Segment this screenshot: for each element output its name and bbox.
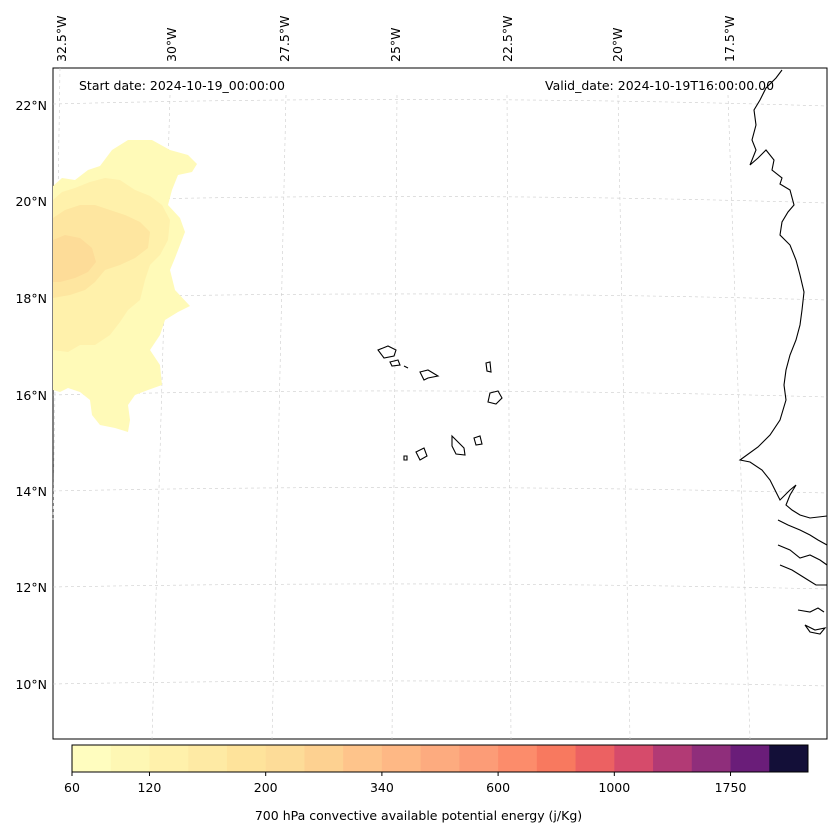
lat-label-20n: 20°N bbox=[15, 194, 47, 209]
colorbar-tick-label-600: 600 bbox=[486, 780, 510, 795]
colorbar-outline bbox=[71, 744, 809, 773]
colorbar-segment-2100 bbox=[769, 745, 809, 772]
coastlines bbox=[377, 69, 828, 635]
colorbar-segment-240 bbox=[304, 745, 344, 772]
lat-label-18n: 18°N bbox=[15, 291, 47, 306]
lon-label-17-5w: 17.5°W bbox=[722, 16, 737, 62]
lon-label-20w: 20°W bbox=[610, 27, 625, 62]
colorbar-tick-label-60: 60 bbox=[64, 780, 80, 795]
island-boa-vista bbox=[487, 390, 503, 405]
colorbar-segment-60 bbox=[72, 745, 112, 772]
island-fogo bbox=[415, 447, 428, 461]
colorbar-segment-120 bbox=[149, 745, 189, 772]
lon-label-25w: 25°W bbox=[388, 27, 403, 62]
colorbar-tick-label-1750: 1750 bbox=[715, 780, 747, 795]
colorbar-segment-400 bbox=[420, 745, 460, 772]
colorbar-segment-90 bbox=[110, 745, 150, 772]
start-date-label: Start date: 2024-10-19_00:00:00 bbox=[79, 78, 285, 93]
colorbar-segment-480 bbox=[459, 745, 499, 772]
colorbar-segment-700 bbox=[536, 745, 577, 772]
lon-label-32-5w: 32.5°W bbox=[54, 16, 69, 62]
colorbar-segment-1000 bbox=[614, 745, 654, 772]
colorbar-tick-label-1000: 1000 bbox=[598, 780, 630, 795]
map-frame bbox=[52, 67, 828, 740]
lat-label-12n: 12°N bbox=[15, 580, 47, 595]
lon-label-22-5w: 22.5°W bbox=[500, 16, 515, 62]
cape-contour-150 bbox=[53, 235, 96, 282]
lon-label-27-5w: 27.5°W bbox=[277, 16, 292, 62]
lat-label-10n: 10°N bbox=[15, 677, 47, 692]
island-sao-nicolau bbox=[419, 369, 440, 381]
island-sao-vicente bbox=[389, 359, 401, 367]
colorbar-tick-label-200: 200 bbox=[254, 780, 278, 795]
cape-field bbox=[53, 140, 197, 432]
colorbar-segment-180 bbox=[226, 745, 267, 772]
island-santa-luzia bbox=[403, 365, 409, 369]
latitude-labels: 22°N 20°N 18°N 16°N 14°N 12°N 10°N bbox=[15, 98, 47, 692]
colorbar-segment-850 bbox=[575, 745, 615, 772]
colorbar-segment-600 bbox=[498, 745, 538, 772]
island-sal bbox=[485, 361, 492, 373]
africa-coastline bbox=[738, 69, 828, 519]
island-maio bbox=[473, 435, 483, 446]
colorbar-tick-label-340: 340 bbox=[370, 780, 394, 795]
lat-label-14n: 14°N bbox=[15, 484, 47, 499]
lon-label-30w: 30°W bbox=[164, 27, 179, 62]
lat-label-16n: 16°N bbox=[15, 388, 47, 403]
colorbar-segment-340 bbox=[381, 745, 422, 772]
valid-date-label: Valid_date: 2024-10-19T16:00:00.00 bbox=[545, 78, 775, 93]
colorbar-tick-label-120: 120 bbox=[138, 780, 162, 795]
colorbar-segment-150 bbox=[188, 745, 228, 772]
island-santo-antao bbox=[377, 345, 397, 359]
colorbar-title: 700 hPa convective available potential e… bbox=[254, 808, 583, 823]
lat-label-22n: 22°N bbox=[15, 98, 47, 113]
colorbar-segment-1200 bbox=[653, 745, 693, 772]
colorbar-segment-1500 bbox=[691, 745, 732, 772]
colorbar-ticks: 60 120 200 340 600 1000 1750 bbox=[64, 772, 746, 795]
colorbar-segment-280 bbox=[343, 745, 383, 772]
africa-coastline-south bbox=[777, 519, 828, 635]
longitude-labels: 32.5°W 30°W 27.5°W 25°W 22.5°W 20°W 17.5… bbox=[54, 16, 737, 62]
colorbar-segment-200 bbox=[265, 745, 305, 772]
colorbar bbox=[72, 745, 809, 772]
colorbar-segment-1750 bbox=[730, 745, 770, 772]
island-santiago bbox=[451, 434, 466, 456]
island-brava bbox=[403, 455, 408, 461]
